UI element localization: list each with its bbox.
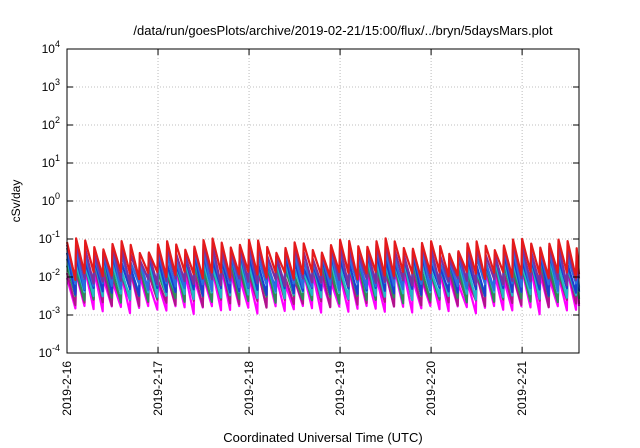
y-tick-label: 10-4: [39, 343, 60, 360]
y-tick-label: 102: [42, 115, 60, 132]
chart-title: /data/run/goesPlots/archive/2019-02-21/1…: [133, 23, 553, 38]
x-tick-label: 2019-2-16: [60, 361, 74, 416]
y-axis-label: cSv/day: [9, 180, 23, 223]
x-tick-label: 2019-2-21: [515, 361, 529, 416]
x-axis: 2019-2-16 2019-2-17 2019-2-18 2019-2-19 2019…: [60, 49, 529, 416]
x-tick-label: 2019-2-19: [333, 361, 347, 416]
y-tick-label: 10-3: [39, 305, 60, 322]
y-tick-label: 103: [42, 77, 60, 94]
y-tick-label: 100: [42, 191, 60, 208]
x-tick-label: 2019-2-20: [424, 361, 438, 416]
x-axis-label: Coordinated Universal Time (UTC): [223, 430, 422, 445]
series-line-0: [65, 237, 581, 281]
x-tick-label: 2019-2-18: [242, 361, 256, 416]
y-tick-label: 10-2: [39, 267, 60, 284]
series-group: [65, 237, 581, 316]
y-tick-label: 10-1: [39, 229, 60, 246]
y-axis: 10-4 10-3 10-2 10-1 100 101 102 103 104: [39, 39, 579, 360]
x-tick-label: 2019-2-17: [151, 361, 165, 416]
y-tick-label: 104: [42, 39, 60, 56]
y-tick-label: 101: [42, 153, 60, 170]
